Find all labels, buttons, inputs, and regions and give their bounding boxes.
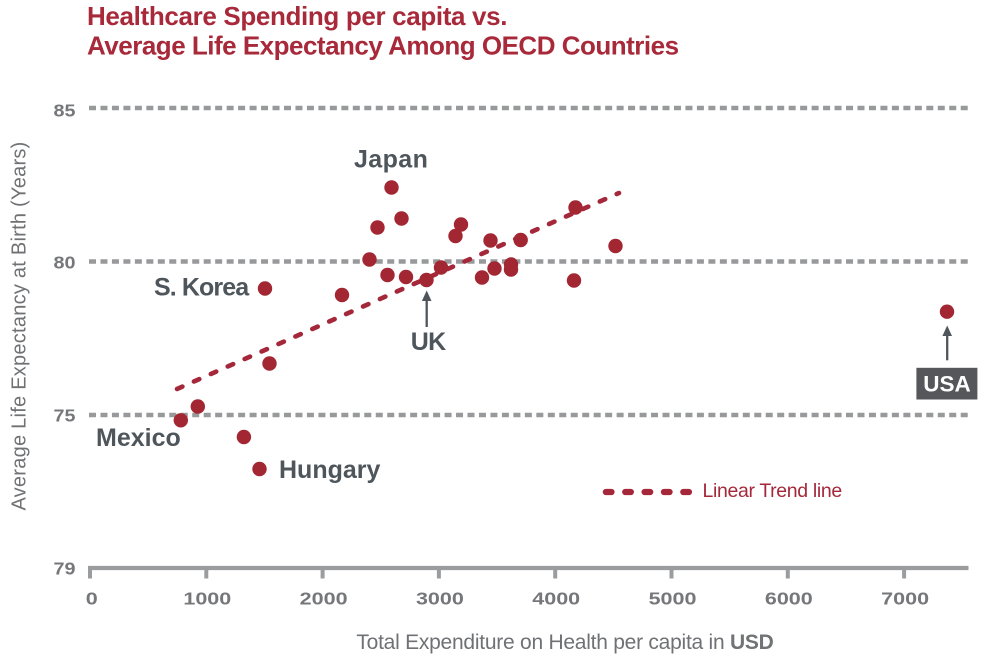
svg-text:Total Expenditure on Health pe: Total Expenditure on Health per capita i… bbox=[356, 631, 773, 654]
svg-text:Linear Trend line: Linear Trend line bbox=[703, 480, 842, 502]
svg-text:4000: 4000 bbox=[532, 589, 580, 609]
svg-text:Japan: Japan bbox=[354, 146, 428, 174]
svg-text:S. Korea: S. Korea bbox=[154, 274, 250, 302]
svg-text:0: 0 bbox=[86, 589, 98, 609]
svg-text:UK: UK bbox=[411, 328, 446, 356]
svg-text:1000: 1000 bbox=[183, 589, 231, 609]
svg-text:2000: 2000 bbox=[300, 589, 348, 609]
svg-text:USA: USA bbox=[923, 372, 971, 397]
svg-text:Average Life Expectancy at Bir: Average Life Expectancy at Birth (Years) bbox=[9, 141, 31, 510]
svg-text:Healthcare Spending per capita: Healthcare Spending per capita vs. bbox=[87, 1, 507, 31]
svg-text:75: 75 bbox=[54, 406, 76, 426]
svg-text:Average Life Expectancy Among: Average Life Expectancy Among OECD Count… bbox=[87, 31, 679, 61]
svg-text:80: 80 bbox=[54, 253, 76, 273]
svg-text:5000: 5000 bbox=[649, 589, 697, 609]
svg-text:Hungary: Hungary bbox=[279, 456, 381, 484]
svg-text:6000: 6000 bbox=[765, 589, 813, 609]
svg-text:85: 85 bbox=[54, 101, 76, 121]
svg-text:7000: 7000 bbox=[881, 589, 929, 609]
svg-text:79: 79 bbox=[54, 559, 76, 579]
svg-text:3000: 3000 bbox=[416, 589, 464, 609]
svg-text:Mexico: Mexico bbox=[96, 424, 181, 452]
